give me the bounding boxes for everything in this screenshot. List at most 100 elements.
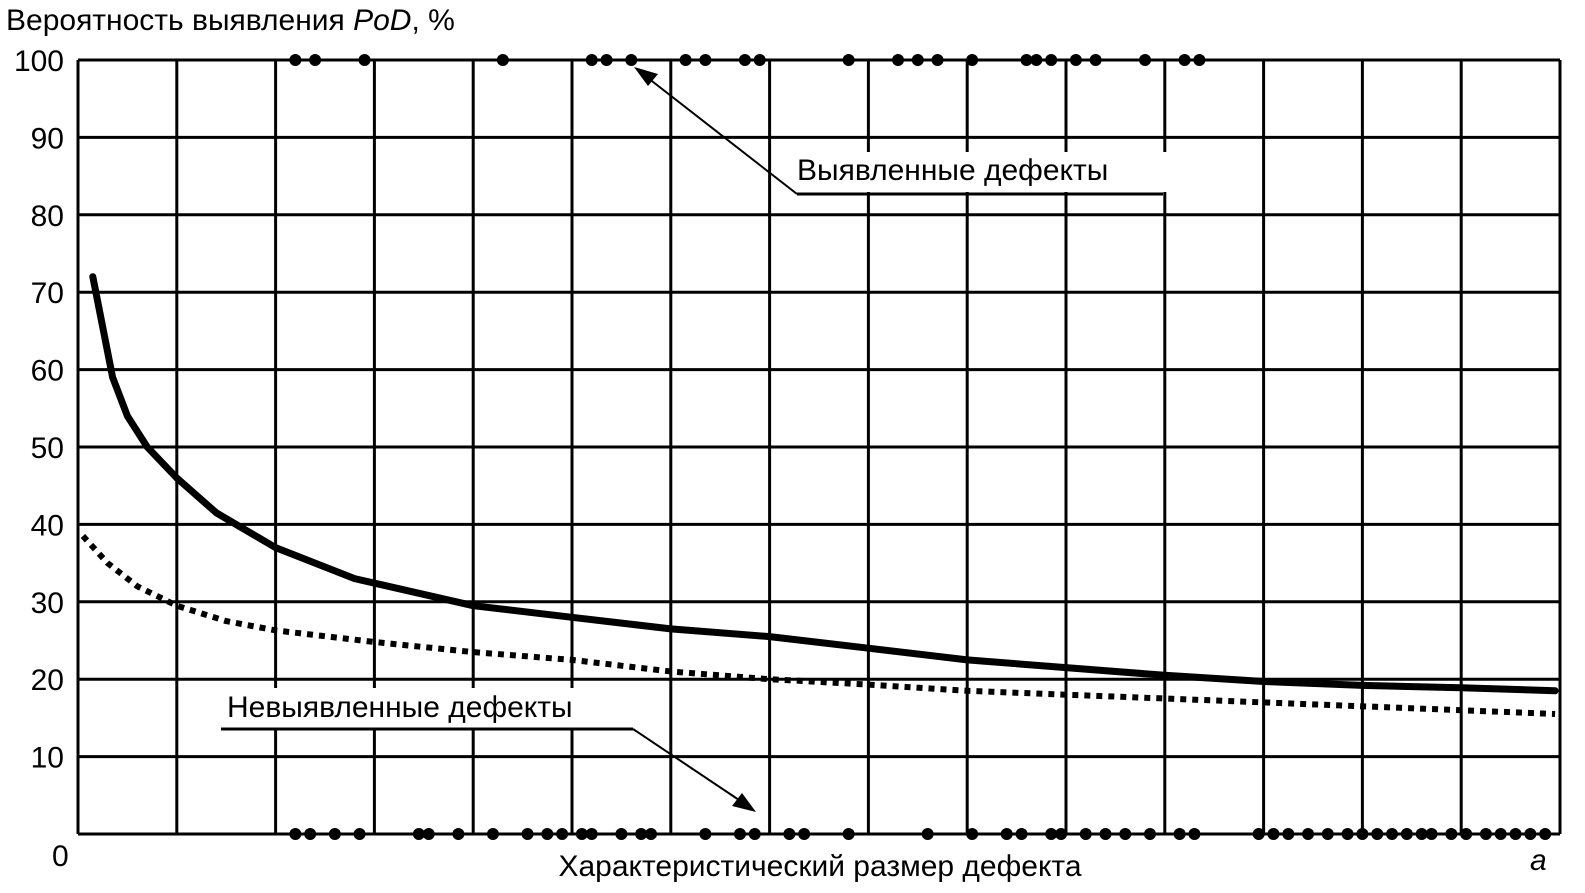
detected-defect-point <box>1193 54 1206 66</box>
detected-label-bg <box>790 152 1168 192</box>
detected-defect-point <box>1030 54 1043 66</box>
undetected-defect-point <box>1445 828 1458 840</box>
undetected-defect-point <box>1055 828 1068 840</box>
undetected-defect-point <box>1000 828 1013 840</box>
undetected-defect-point <box>521 828 534 840</box>
undetected-defect-point <box>289 828 302 840</box>
undetected-defect-point <box>304 828 317 840</box>
detected-defect-point <box>1069 54 1082 66</box>
detected-defect-point <box>585 54 598 66</box>
undetected-defect-point <box>748 828 761 840</box>
undetected-defect-point <box>412 828 425 840</box>
detected-defect-point <box>1178 54 1191 66</box>
detected-defect-point <box>1139 54 1152 66</box>
undetected-defect-point <box>1015 828 1028 840</box>
detected-defect-point <box>699 54 712 66</box>
detected-leader-line <box>647 77 798 195</box>
undetected-defect-point <box>1524 828 1537 840</box>
undetected-defect-point <box>1099 828 1112 840</box>
undetected-defect-point <box>635 828 648 840</box>
y-tick-label: 60 <box>31 355 64 388</box>
undetected-defect-point <box>1045 828 1058 840</box>
detected-defect-point <box>966 54 979 66</box>
y-tick-label: 90 <box>31 122 64 155</box>
undetected-defect-point <box>1079 828 1092 840</box>
detected-defect-point <box>738 54 751 66</box>
detected-defect-point <box>1089 54 1102 66</box>
undetected-defect-point <box>699 828 712 840</box>
detected-defect-point <box>753 54 766 66</box>
undetected-defect-point <box>783 828 796 840</box>
undetected-defect-point <box>1188 828 1201 840</box>
detected-defect-point <box>600 54 613 66</box>
detected-defect-point <box>679 54 692 66</box>
undetected-defect-point <box>1267 828 1280 840</box>
detected-defect-point <box>289 54 302 66</box>
y-tick-label: 40 <box>31 509 64 542</box>
series-layer <box>80 273 1559 717</box>
undetected-defect-point <box>1539 828 1552 840</box>
undetected-defect-point <box>733 828 746 840</box>
detected-label: Выявленные дефекты <box>797 154 1108 187</box>
undetected-defect-point <box>1371 828 1384 840</box>
undetected-defect-point <box>1341 828 1354 840</box>
defect-points <box>289 54 1552 840</box>
undetected-defect-point <box>486 828 499 840</box>
undetected-defect-point <box>1494 828 1507 840</box>
detected-defect-point <box>842 54 855 66</box>
undetected-defect-point <box>1509 828 1522 840</box>
undetected-defect-point <box>1282 828 1295 840</box>
detected-defect-point <box>1020 54 1033 66</box>
undetected-defect-point <box>1415 828 1428 840</box>
undetected-defect-point <box>575 828 588 840</box>
undetected-defect-point <box>842 828 855 840</box>
detected-defect-point <box>911 54 924 66</box>
undetected-defect-point <box>798 828 811 840</box>
x-axis-label: Характеристический размер дефекта <box>558 850 1081 883</box>
undetected-defect-point <box>328 828 341 840</box>
undetected-defect-point <box>1173 828 1186 840</box>
undetected-defect-point <box>1386 828 1399 840</box>
undetected-defect-point <box>921 828 934 840</box>
detected-defect-point <box>496 54 509 66</box>
undetected-label: Невыявленные дефекты <box>227 691 573 724</box>
undetected-defect-point <box>1143 828 1156 840</box>
undetected-defect-point <box>585 828 598 840</box>
y-tick-label: 100 <box>14 45 64 78</box>
detected-arrow-head <box>634 67 658 86</box>
y-tick-label: 80 <box>31 200 64 233</box>
detected-defect-point <box>309 54 322 66</box>
undetected-arrow-head <box>732 793 756 812</box>
detected-defect-point <box>931 54 944 66</box>
undetected-defect-point <box>1252 828 1265 840</box>
undetected-defect-point <box>541 828 554 840</box>
undetected-defect-point <box>645 828 658 840</box>
y-tick-label: 20 <box>31 664 64 697</box>
y-tick-label: 10 <box>31 742 64 775</box>
detected-defect-point <box>625 54 638 66</box>
undetected-defect-point <box>1460 828 1473 840</box>
undetected-defect-point <box>1321 828 1334 840</box>
y-tick-labels: 10 20 30 40 50 60 70 80 90 100 <box>14 45 64 775</box>
undetected-series-line <box>80 533 1556 717</box>
detected-defect-point <box>1045 54 1058 66</box>
y-tick-label: 70 <box>31 277 64 310</box>
undetected-defect-point <box>353 828 366 840</box>
undetected-defect-point <box>1479 828 1492 840</box>
y-tick-label: 50 <box>31 432 64 465</box>
y-axis-label: Вероятность выявления PoD, % <box>6 4 455 37</box>
detected-defect-point <box>892 54 905 66</box>
x-origin-label: 0 <box>52 840 69 873</box>
undetected-defect-point <box>1119 828 1132 840</box>
undetected-defect-point <box>1400 828 1413 840</box>
undetected-defect-point <box>556 828 569 840</box>
undetected-defect-point <box>1425 828 1438 840</box>
x-end-label: a <box>1530 844 1547 877</box>
undetected-defect-point <box>452 828 465 840</box>
undetected-defect-point <box>422 828 435 840</box>
undetected-label-bg <box>220 688 638 730</box>
undetected-defect-point <box>966 828 979 840</box>
undetected-defect-point <box>1302 828 1315 840</box>
detected-series-line <box>89 273 1559 695</box>
